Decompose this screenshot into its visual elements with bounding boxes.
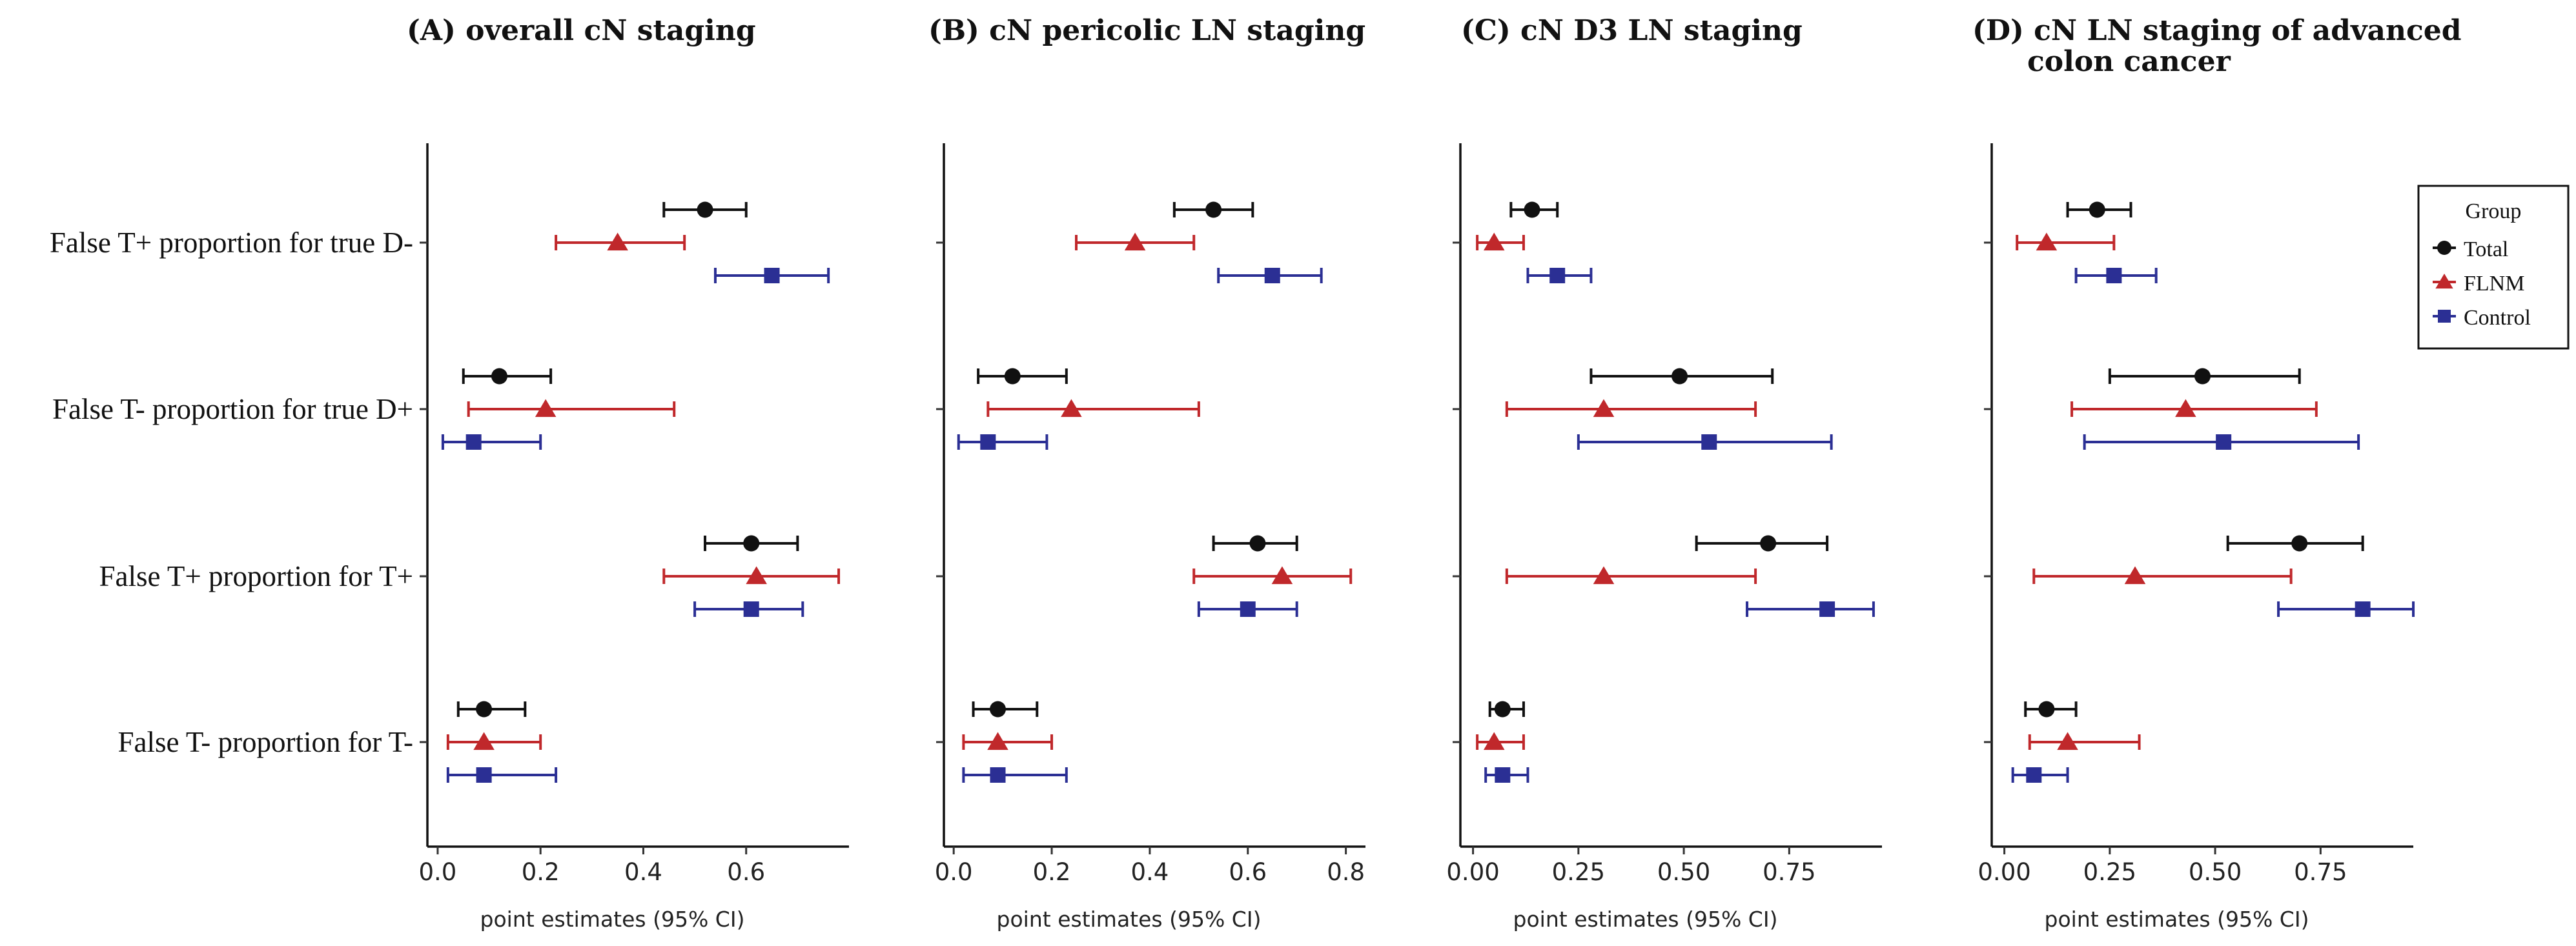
panel-a-x-tick-label-2: 0.4 — [624, 858, 662, 886]
panel-c-row-2-control-point-estimate — [1701, 434, 1717, 450]
panel-b-x-axis-title: point estimates (95% CI) — [997, 907, 1262, 932]
panel-b-x-tick-label-3: 0.6 — [1229, 858, 1267, 886]
panel-b-title-line-1: (B) cN pericolic LN staging — [928, 14, 1365, 47]
panel-a-row-2-control-point-estimate — [465, 434, 482, 450]
panel-a-row-2-flnm-point-estimate — [535, 399, 557, 418]
panel-b-row-4-flnm-point-estimate — [987, 732, 1008, 750]
panel-d: (D) cN LN staging of advanced colon canc… — [1972, 14, 2462, 932]
panel-b-row-1-flnm-point-estimate — [1124, 232, 1146, 251]
panel-b: (B) cN pericolic LN staging point estima… — [928, 14, 1365, 932]
panel-a-row-3-flnm-point-estimate — [746, 566, 767, 585]
panel-b-row-2-control-point-estimate — [980, 434, 996, 450]
panel-b-row-4-total-point-estimate — [990, 701, 1007, 718]
panel-a-row-1-total-point-estimate — [697, 201, 713, 218]
panel-c-x-tick-label-1: 0.25 — [1552, 858, 1605, 886]
panel-a-row-4-total-point-estimate — [476, 701, 493, 718]
row-label-4: False T- proportion for T- — [118, 726, 414, 758]
panel-c-x-tick-label-2: 0.50 — [1657, 858, 1710, 886]
legend: Group Total FLNM Control — [2417, 185, 2570, 350]
panel-b-row-3-control-point-estimate — [1240, 601, 1256, 617]
panel-d-x-tick-label-1: 0.25 — [2083, 858, 2136, 886]
panel-c-x-axis-title: point estimates (95% CI) — [1513, 907, 1778, 932]
panel-c-row-4-total-point-estimate — [1494, 701, 1511, 718]
panel-d-x-axis-title: point estimates (95% CI) — [2045, 907, 2309, 932]
panel-b-x-tick-label-2: 0.4 — [1130, 858, 1169, 886]
panel-d-x-tick-label-0: 0.00 — [1978, 858, 2030, 886]
row-label-3: False T+ proportion for T+ — [99, 560, 413, 592]
legend-label-flnm: FLNM — [2464, 272, 2524, 296]
panel-b-row-2-total-point-estimate — [1004, 368, 1021, 385]
panel-a-row-1-control-point-estimate — [764, 268, 780, 283]
panel-a-x-tick-label-1: 0.2 — [522, 858, 560, 886]
panel-c: (C) cN D3 LN staging point estimates (95… — [1446, 14, 1882, 932]
panel-c-row-2-total-point-estimate — [1671, 368, 1688, 385]
panel-a-x-tick-label-3: 0.6 — [727, 858, 765, 886]
panel-a-x-tick-label-0: 0.0 — [419, 858, 457, 886]
panel-c-x-tick-label-0: 0.00 — [1446, 858, 1499, 886]
panel-d-x-tick-label-3: 0.75 — [2294, 858, 2347, 886]
panel-b-row-3-flnm-point-estimate — [1271, 566, 1293, 585]
panel-d-row-3-control-point-estimate — [2355, 601, 2371, 617]
panel-c-x-tick-label-3: 0.75 — [1763, 858, 1815, 886]
panel-b-x-tick-label-0: 0.0 — [935, 858, 973, 886]
panel-c-row-1-control-point-estimate — [1549, 268, 1566, 283]
panel-c-row-3-total-point-estimate — [1760, 535, 1777, 552]
panel-d-row-4-flnm-point-estimate — [2057, 732, 2078, 750]
panel-a-title-line-1: (A) overall cN staging — [407, 14, 756, 47]
panel-a-row-4-control-point-estimate — [476, 767, 492, 783]
panel-d-row-3-flnm-point-estimate — [2124, 566, 2146, 585]
panel-b-row-1-total-point-estimate — [1205, 201, 1222, 218]
panel-c-row-1-total-point-estimate — [1524, 201, 1540, 218]
panel-a-x-axis-title: point estimates (95% CI) — [480, 907, 745, 932]
row-labels: False T+ proportion for true D- False T-… — [50, 226, 413, 758]
panel-a-row-2-total-point-estimate — [491, 368, 507, 385]
legend-key-total-marker — [2437, 241, 2451, 255]
panel-d-row-2-total-point-estimate — [2194, 368, 2211, 385]
row-label-2: False T- proportion for true D+ — [52, 393, 413, 425]
panel-c-row-3-control-point-estimate — [1819, 601, 1835, 617]
row-label-1: False T+ proportion for true D- — [50, 226, 413, 259]
panel-b-row-3-total-point-estimate — [1249, 535, 1266, 552]
legend-label-control: Control — [2464, 306, 2531, 330]
panel-a-row-1-flnm-point-estimate — [607, 232, 628, 251]
panel-b-x-tick-label-4: 0.8 — [1327, 858, 1365, 886]
panel-a-row-4-flnm-point-estimate — [473, 732, 495, 750]
panel-d-row-1-total-point-estimate — [2089, 201, 2105, 218]
legend-title: Group — [2466, 199, 2522, 223]
panel-c-row-1-flnm-point-estimate — [1483, 232, 1505, 251]
panel-d-row-4-control-point-estimate — [2026, 767, 2042, 783]
panel-c-row-4-control-point-estimate — [1495, 767, 1511, 783]
panel-d-row-2-control-point-estimate — [2216, 434, 2232, 450]
panel-b-x-tick-label-1: 0.2 — [1033, 858, 1071, 886]
panel-d-x-tick-label-2: 0.50 — [2189, 858, 2242, 886]
panel-d-row-1-flnm-point-estimate — [2036, 232, 2058, 251]
panel-a-row-3-total-point-estimate — [743, 535, 760, 552]
panel-c-title-line-1: (C) cN D3 LN staging — [1461, 14, 1803, 47]
panel-b-row-2-flnm-point-estimate — [1061, 399, 1082, 418]
panel-d-row-2-flnm-point-estimate — [2175, 399, 2196, 418]
panel-d-row-4-total-point-estimate — [2038, 701, 2055, 718]
panel-d-row-1-control-point-estimate — [2106, 268, 2122, 283]
panel-a-row-3-control-point-estimate — [743, 601, 759, 617]
panel-d-title-line-2: colon cancer — [2027, 45, 2231, 78]
panel-b-row-1-control-point-estimate — [1264, 268, 1280, 283]
legend-label-total: Total — [2464, 237, 2508, 261]
panel-c-row-4-flnm-point-estimate — [1483, 732, 1505, 750]
panel-c-row-2-flnm-point-estimate — [1593, 399, 1615, 418]
panel-b-row-4-control-point-estimate — [990, 767, 1006, 783]
panel-d-row-3-total-point-estimate — [2291, 535, 2308, 552]
panel-c-row-3-flnm-point-estimate — [1593, 566, 1615, 585]
panel-a: (A) overall cN staging point estimates (… — [407, 14, 849, 932]
legend-key-control-marker — [2438, 310, 2451, 323]
legend-key-flnm-marker — [2435, 274, 2453, 289]
panel-d-title-line-1: (D) cN LN staging of advanced — [1972, 14, 2462, 47]
